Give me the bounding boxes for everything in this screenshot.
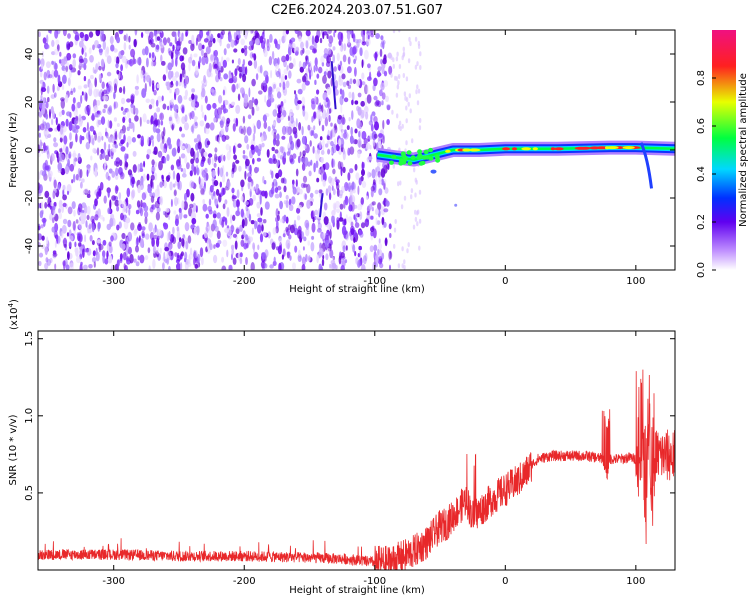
snr-ylabel: SNR (10 * v/v) <box>8 414 19 485</box>
snr-frame <box>37 330 676 571</box>
spectrogram-ylabel: Frequency (Hz) <box>8 112 19 188</box>
snr-xlabel: Height of straight line (km) <box>289 585 425 596</box>
snr-xtick-label: 0 <box>502 576 508 587</box>
snr-xtick-label: -200 <box>233 576 256 587</box>
spectrogram-xtick-label: 100 <box>626 276 645 287</box>
colorbar-tick-label: 0.4 <box>696 166 707 182</box>
spectrogram-xtick-label: -300 <box>102 276 125 287</box>
figure-title: C2E6.2024.203.07.51.G07 <box>271 3 443 18</box>
colorbar-ticks: 0.0 0.2 0.4 0.6 0.8 <box>696 70 716 278</box>
snr-ytick-label: 1.5 <box>24 331 35 347</box>
snr-xtick-label: -100 <box>363 576 386 587</box>
spectrogram-xlabel: Height of straight line (km) <box>289 284 425 295</box>
spectrogram-ytick-label: 40 <box>24 48 35 61</box>
snr-ytick-label: 0.5 <box>24 485 35 501</box>
spectrogram-ytick-label: 20 <box>24 96 35 109</box>
spectrogram-xtick-label: -100 <box>363 276 386 287</box>
spectrogram-noise <box>38 30 422 270</box>
snr-series-line <box>38 369 675 570</box>
colorbar-gradient <box>712 30 736 270</box>
colorbar-label: Normalized spectral amplitude <box>738 73 749 227</box>
snr-ticks: -300 -200 -100 0 100 0.5 1.0 1.5 <box>24 331 675 587</box>
colorbar-tick-label: 0.2 <box>696 214 707 230</box>
colorbar: 0.0 0.2 0.4 0.6 0.8 Normalized spectral ampl… <box>696 30 749 278</box>
snr-xtick-label: -300 <box>102 576 125 587</box>
spectrogram-xtick-label: -200 <box>233 276 256 287</box>
snr-xtick-label: 100 <box>626 576 645 587</box>
snr-ytick-label: 1.0 <box>24 408 35 424</box>
snr-scale-label: (x104) <box>7 299 20 330</box>
colorbar-tick-label: 0.8 <box>696 70 707 86</box>
snr-panel: -300 -200 -100 0 100 0.5 1.0 1.5 Height of stra… <box>7 299 676 596</box>
signal-track <box>376 140 675 207</box>
colorbar-tick-label: 0.0 <box>696 262 707 278</box>
spectrogram-ytick-label: -40 <box>24 238 35 254</box>
spectrogram-ytick-label: 0 <box>24 147 35 153</box>
snr-plot-area <box>38 369 675 570</box>
colorbar-tick-label: 0.6 <box>696 118 707 134</box>
spectrogram-image <box>38 30 675 270</box>
spectrogram-xtick-label: 0 <box>502 276 508 287</box>
spectrogram-ytick-label: -20 <box>24 190 35 206</box>
